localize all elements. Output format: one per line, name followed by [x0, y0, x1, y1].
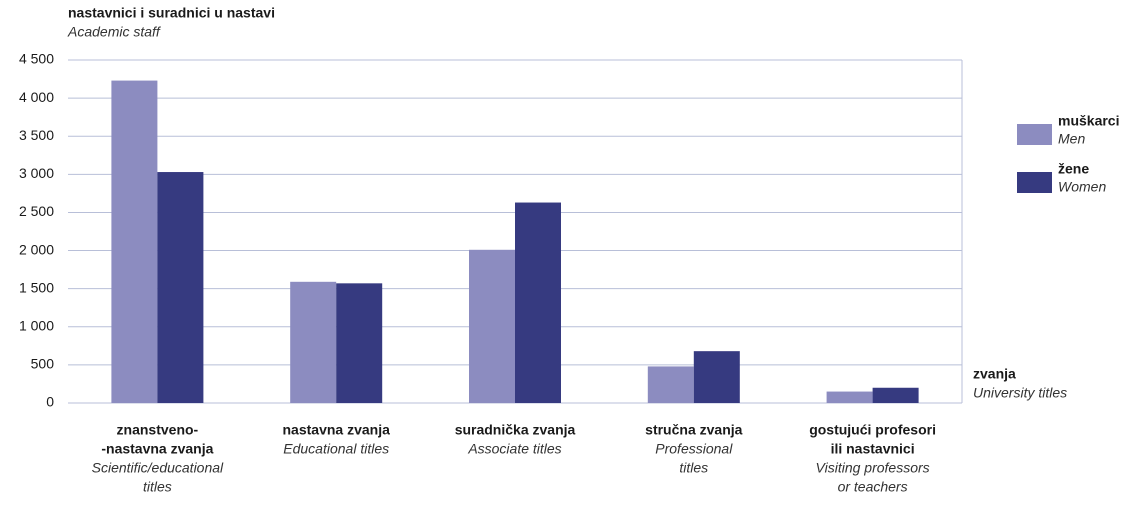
y-tick-label: 0 [46, 394, 54, 410]
x-tick-label: ili nastavnici [831, 441, 915, 457]
x-tick-label-en: Visiting professors [816, 460, 930, 476]
y-tick-label: 3 000 [19, 165, 54, 181]
legend-swatch [1017, 172, 1052, 193]
x-tick-label-en: Scientific/educational [92, 460, 224, 476]
x-tick-label-en: or teachers [838, 479, 908, 495]
legend-swatch [1017, 124, 1052, 145]
y-tick-label: 4 500 [19, 51, 54, 67]
x-tick-label: stručna zvanja [645, 422, 742, 438]
bar [693, 351, 740, 403]
y-tick-label: 1 500 [19, 279, 54, 295]
chart-subtitle: Academic staff [67, 24, 162, 40]
x-tick-label: suradnička zvanja [455, 422, 576, 438]
bar [647, 366, 694, 403]
x-tick-label-en: Professional [655, 441, 733, 457]
y-tick-label: 4 000 [19, 89, 54, 105]
x-tick-label: nastavna zvanja [283, 422, 391, 438]
chart-title: nastavnici i suradnici u nastavi [68, 5, 275, 21]
bar [111, 80, 158, 403]
x-tick-label-en: titles [143, 479, 172, 495]
bar [872, 387, 919, 403]
x-tick-label: -nastavna zvanja [101, 441, 213, 457]
bar [157, 172, 204, 403]
y-tick-label: 2 000 [19, 241, 54, 257]
bar [336, 283, 383, 403]
x-tick-label-en: Associate titles [467, 441, 561, 457]
x-axis-label: zvanja [973, 366, 1016, 382]
legend-label: muškarci [1058, 113, 1119, 129]
x-tick-label-en: Educational titles [283, 441, 389, 457]
bar [290, 281, 337, 403]
bar [515, 202, 561, 403]
x-axis-label-en: University titles [973, 385, 1067, 401]
x-tick-label: znanstveno- [117, 422, 199, 438]
bar [826, 391, 873, 403]
y-tick-label: 500 [31, 356, 55, 372]
legend-label-en: Women [1058, 179, 1106, 195]
y-tick-label: 1 000 [19, 317, 54, 333]
x-tick-label: gostujući profesori [809, 422, 936, 438]
legend-label: žene [1058, 161, 1089, 177]
x-tick-label-en: titles [679, 460, 708, 476]
legend-label-en: Men [1058, 131, 1085, 147]
bar [469, 249, 515, 403]
y-tick-label: 3 500 [19, 127, 54, 143]
y-tick-label: 2 500 [19, 203, 54, 219]
